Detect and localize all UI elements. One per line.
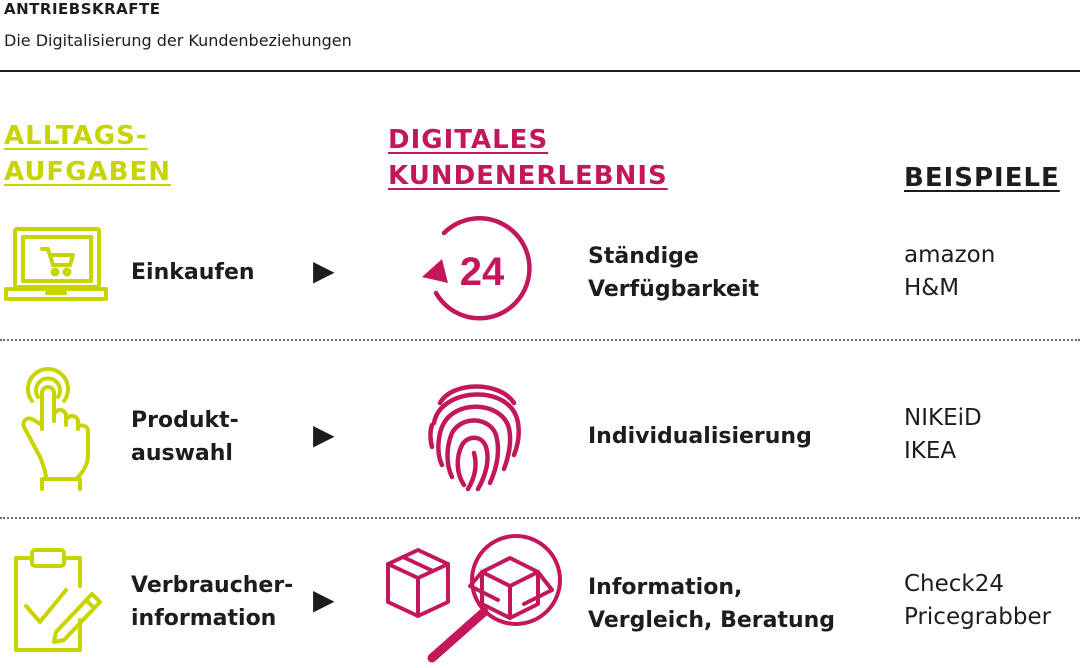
column-heading-tasks-line: AUFGABEN [4, 157, 171, 187]
page-subtitle: Die Digitalisierung der Kundenbeziehunge… [4, 31, 352, 50]
fingerprint-icon [428, 384, 522, 492]
header-divider [0, 70, 1080, 72]
example-item: NIKEiD [904, 405, 982, 431]
examples-row-3: Check24 Pricegrabber [904, 568, 1051, 634]
touch-hand-icon [21, 367, 90, 491]
row-divider [0, 339, 1080, 341]
examples-row-2: NIKEiD IKEA [904, 402, 982, 468]
example-item: Check24 [904, 571, 1005, 597]
clock-24-icon: 24 [422, 216, 532, 321]
flow-arrow-icon: ▶ [313, 254, 335, 287]
page-title: ANTRIEBSKRAFTE [4, 0, 161, 18]
experience-label-availability: Ständige Verfügbarkeit [588, 240, 759, 306]
example-item: H&M [904, 275, 960, 301]
task-label-line: Verbraucher- [131, 573, 294, 598]
task-label-product-selection: Produkt- auswahl [131, 404, 239, 470]
clipboard-check-icon [14, 548, 102, 652]
row-divider [0, 517, 1080, 519]
experience-label-line: Individualisierung [588, 424, 812, 449]
experience-label-line: Ständige [588, 244, 699, 269]
examples-row-1: amazon H&M [904, 239, 995, 305]
experience-label-line: Vergleich, Beratung [588, 608, 836, 633]
example-item: IKEA [904, 438, 957, 464]
experience-label-line: Information, [588, 575, 743, 600]
experience-label-information-comparison: Information, Vergleich, Beratung [588, 571, 835, 637]
clock-24-label: 24 [460, 250, 505, 294]
task-label-line: auswahl [131, 441, 233, 466]
task-label-line: Produkt- [131, 408, 239, 433]
task-label-line: Einkaufen [131, 260, 255, 285]
boxes-magnifier-icon [386, 534, 562, 663]
laptop-cart-icon [4, 227, 108, 301]
column-heading-tasks: ALLTAGS- AUFGABEN [4, 118, 171, 190]
column-heading-experience-line: DIGITALES [388, 125, 549, 155]
flow-arrow-icon: ▶ [313, 418, 335, 451]
column-heading-experience: DIGITALES KUNDENERLEBNIS [388, 122, 668, 194]
experience-label-line: Verfügbarkeit [588, 277, 760, 302]
column-heading-examples: BEISPIELE [904, 163, 1060, 193]
column-heading-tasks-line: ALLTAGS- [4, 121, 148, 151]
flow-arrow-icon: ▶ [313, 583, 335, 616]
task-label-line: information [131, 606, 277, 631]
example-item: Pricegrabber [904, 604, 1052, 630]
column-heading-experience-line: KUNDENERLEBNIS [388, 161, 668, 191]
example-item: amazon [904, 242, 996, 268]
experience-label-individualization: Individualisierung [588, 420, 812, 453]
task-label-shopping: Einkaufen [131, 256, 255, 289]
task-label-consumer-information: Verbraucher- information [131, 569, 293, 635]
